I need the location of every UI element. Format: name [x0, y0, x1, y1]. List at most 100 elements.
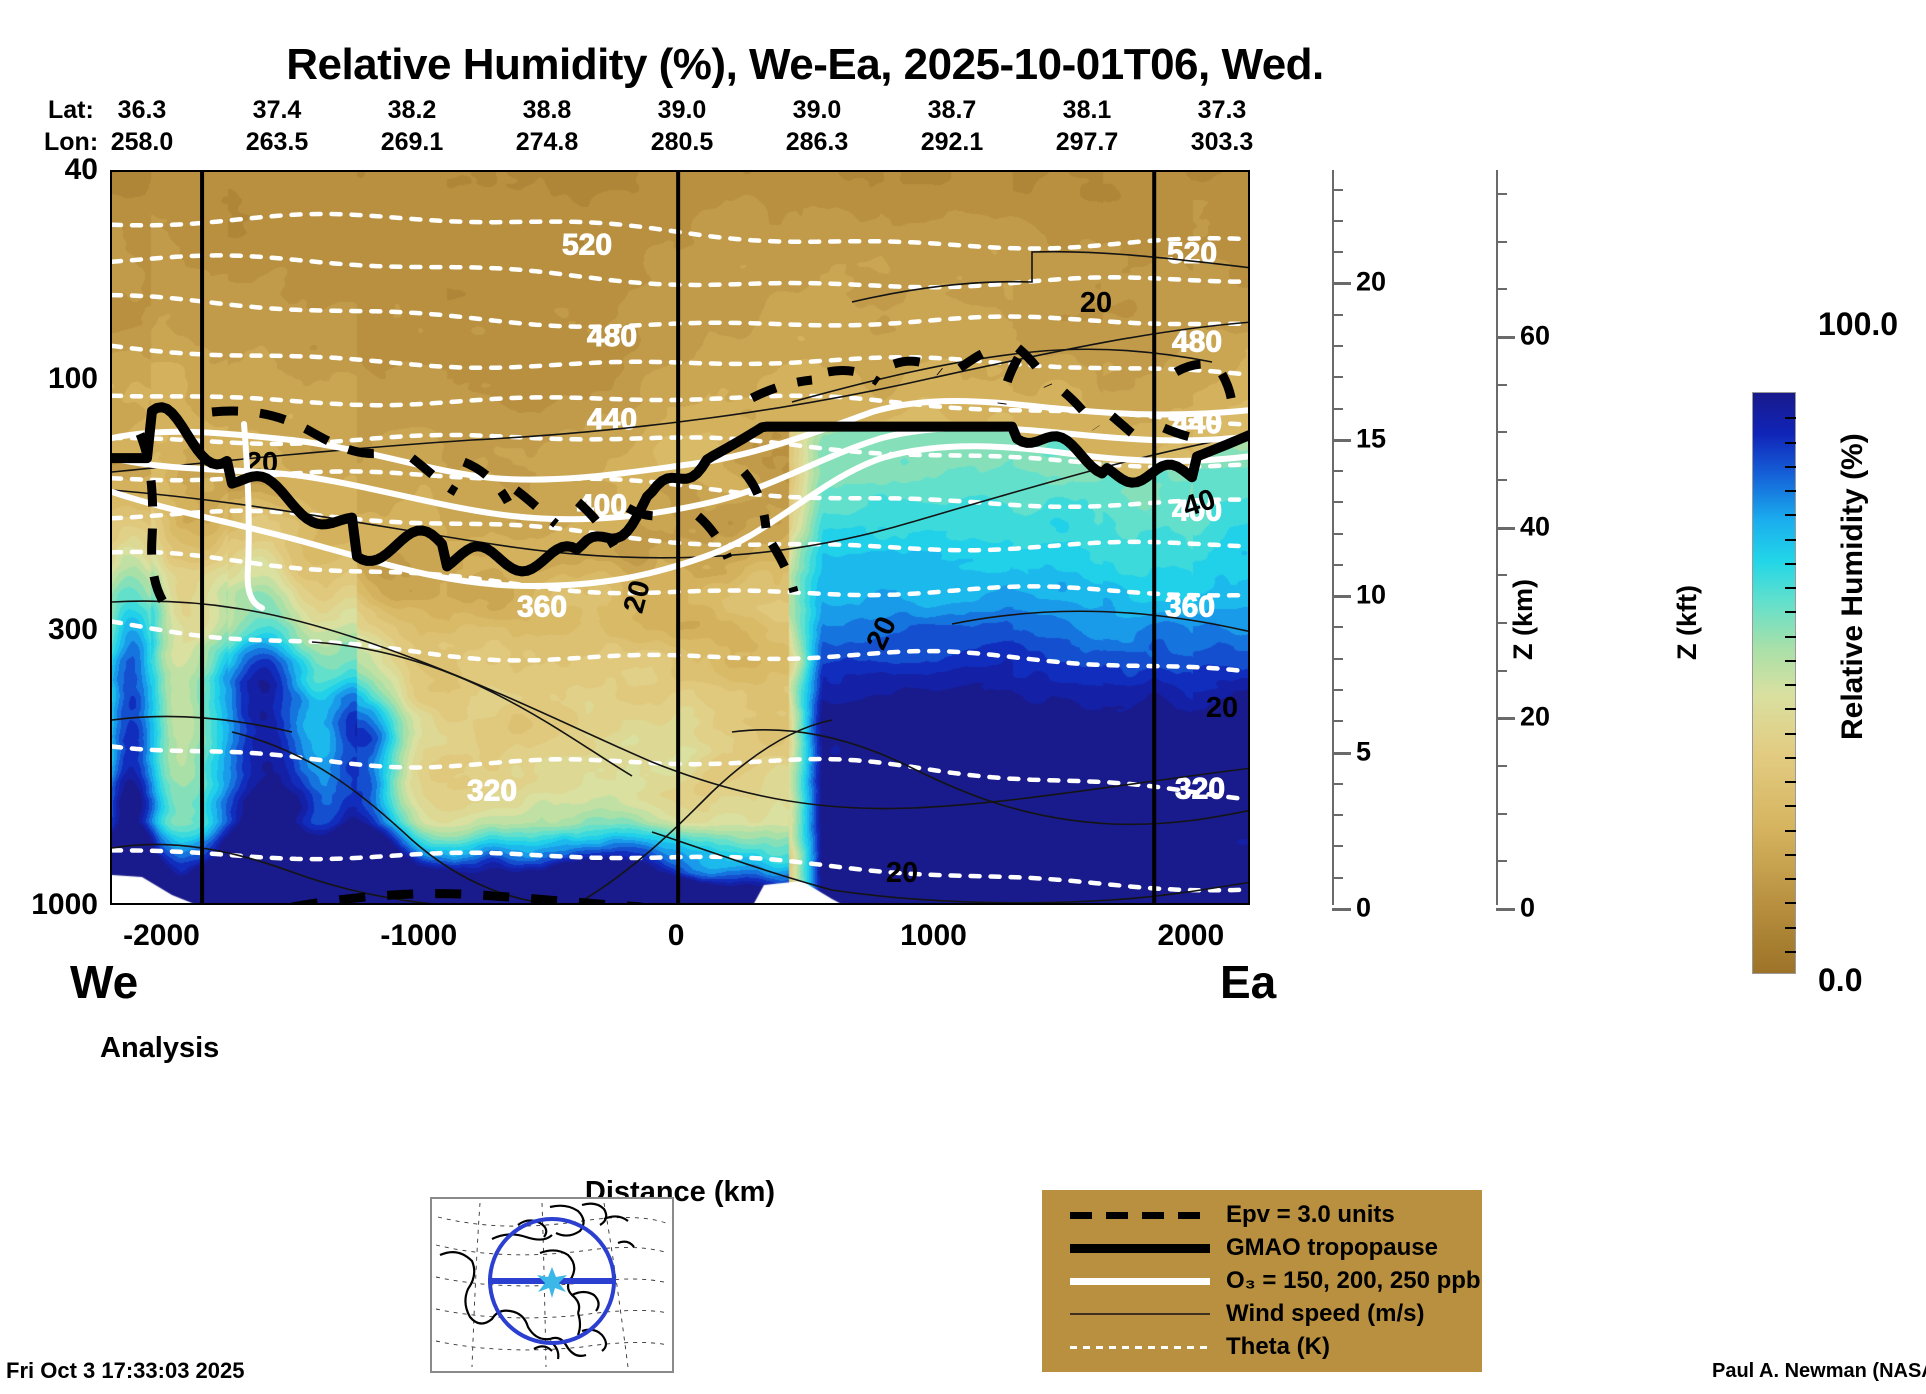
- epv-contour: [749, 375, 813, 403]
- wind-speed-contour: [311, 641, 633, 777]
- zkft-axis-minor-tick: [1496, 669, 1507, 672]
- legend-item: O₃ = 150, 200, 250 ppb: [1042, 1264, 1482, 1297]
- epv-contour: [513, 486, 559, 528]
- z-km-axis-title: Z (km): [1508, 579, 1538, 660]
- zkm-axis-minor-tick: [1332, 501, 1343, 504]
- legend-line-dash: [1070, 1211, 1210, 1219]
- ozone-contour: [112, 443, 1248, 589]
- epv-contour: [1015, 344, 1053, 388]
- longitude-value: 280.5: [650, 128, 714, 156]
- colorbar-tick: [1785, 829, 1796, 832]
- colorbar-tick: [1785, 732, 1796, 735]
- zkm-axis-minor-tick: [1332, 532, 1343, 535]
- west-endpoint-label: We: [70, 956, 139, 1008]
- colorbar-gradient: [1753, 393, 1795, 973]
- zkm-axis-minor-tick: [1332, 188, 1343, 191]
- epv-contour: [135, 432, 170, 609]
- zkm-axis-line: [1332, 170, 1334, 905]
- y-axis-tick-label: 1000: [31, 888, 98, 921]
- cross-section-plot: 520 520 480 480 440 440 400 400 360 360 320 320 20 20…: [110, 170, 1250, 905]
- colorbar-min-label: 0.0: [1818, 962, 1863, 998]
- colorbar-title: Relative Humidity (%): [1836, 433, 1869, 740]
- latitude-value: 38.1: [1062, 96, 1112, 124]
- legend-item: Theta (K): [1042, 1330, 1482, 1363]
- wind-speed-contour: [851, 250, 1248, 303]
- zkm-axis-minor-tick: [1332, 219, 1343, 222]
- zkft-axis-minor-tick: [1496, 812, 1507, 815]
- zkm-axis-major-tick: [1332, 908, 1351, 911]
- longitude-value: 274.8: [515, 128, 579, 156]
- zkft-axis-major-tick: [1496, 908, 1515, 911]
- legend-line-sample: [1070, 1234, 1210, 1262]
- epv-contour: [768, 541, 799, 594]
- ozone-contour: [112, 424, 1248, 523]
- zkm-axis-minor-tick: [1332, 563, 1343, 566]
- epv-contour: [694, 512, 733, 560]
- colorbar-tick: [1785, 781, 1796, 783]
- legend-item-label: Wind speed (m/s): [1226, 1299, 1425, 1327]
- map-inset-svg: [435, 1202, 669, 1368]
- y-axis-tick-label: 100: [47, 362, 98, 396]
- latitude-value: 37.4: [252, 96, 302, 124]
- x-axis-tick-label: -2000: [123, 919, 200, 952]
- theta-contour-label: 520: [562, 229, 612, 262]
- epv-contour: [211, 406, 389, 459]
- wind-speed-contour: [951, 610, 1248, 632]
- analysis-label: Analysis: [100, 1032, 220, 1064]
- wind-speed-contour: [112, 321, 1248, 473]
- wind-speed-contour: [112, 600, 1248, 810]
- epv-contour: [1173, 359, 1218, 376]
- legend-item-label: Epv = 3.0 units: [1226, 1200, 1395, 1228]
- zkm-axis-major-tick: [1332, 595, 1351, 599]
- wind-speed-contour-label: 20: [1080, 287, 1112, 319]
- epv-contour: [409, 454, 459, 496]
- epv-contour: [1218, 371, 1237, 421]
- longitude-value: 269.1: [380, 128, 444, 156]
- colorbar-tick: [1785, 611, 1796, 614]
- legend-item-label: GMAO tropopause: [1226, 1233, 1439, 1261]
- legend-item-label: O₃ = 150, 200, 250 ppb: [1226, 1266, 1481, 1294]
- zkft-axis-tick-label: 40: [1520, 511, 1551, 542]
- z-kft-axis-title: Z (kft): [1672, 585, 1702, 660]
- legend-line-sample: [1070, 1267, 1210, 1295]
- legend-line-sample: [1070, 1333, 1210, 1361]
- colorbar-tick: [1785, 805, 1796, 808]
- zkft-axis-minor-tick: [1496, 764, 1507, 767]
- longitude-value: 292.1: [920, 128, 984, 156]
- colorbar-max-label: 100.0: [1818, 306, 1899, 342]
- epv-contour: [1162, 423, 1205, 445]
- colorbar-tick: [1785, 684, 1796, 686]
- latitude-value: 37.3: [1197, 96, 1247, 124]
- wind-speed-contour: [112, 843, 432, 903]
- zkm-axis-minor-tick: [1332, 251, 1343, 254]
- east-endpoint-label: Ea: [1220, 956, 1277, 1008]
- zkm-axis-tick-label: 15: [1356, 423, 1387, 454]
- zkm-axis-major-tick: [1332, 438, 1351, 442]
- x-axis-tick-label: 1000: [900, 919, 967, 952]
- colorbar-tick: [1785, 417, 1796, 420]
- legend-line-sample: [1070, 1300, 1210, 1328]
- colorbar-tick: [1785, 756, 1796, 759]
- credit-label: Paul A. Newman (NASA: [1712, 1360, 1926, 1382]
- zkft-axis-minor-tick: [1496, 240, 1507, 243]
- longitude-value: 258.0: [110, 128, 174, 156]
- zkft-axis-tick-label: 20: [1520, 701, 1551, 732]
- latitude-value: 39.0: [657, 96, 707, 124]
- colorbar-tick: [1785, 902, 1796, 905]
- wind-speed-contour: [651, 831, 1248, 903]
- zkm-axis-minor-tick: [1332, 689, 1343, 692]
- x-axis-tick-label: 0: [667, 919, 685, 952]
- legend-line-thin: [1070, 1312, 1210, 1315]
- zkft-axis-minor-tick: [1496, 431, 1507, 434]
- zkm-axis-minor-tick: [1332, 470, 1343, 473]
- timestamp-label: Fri Oct 3 17:33:03 2025: [6, 1358, 245, 1383]
- ozone-contour: [112, 397, 1248, 483]
- epv-contour: [827, 365, 881, 386]
- colorbar-tick: [1785, 465, 1796, 468]
- zkm-axis-major-tick: [1332, 282, 1351, 286]
- zkft-axis-minor-tick: [1496, 860, 1507, 863]
- longitude-row: Lon: 258.0 263.5 269.1 274.8 280.5 286.3 292.1…: [0, 128, 1926, 158]
- longitude-value: 286.3: [785, 128, 849, 156]
- legend-line-sample: [1070, 1201, 1210, 1229]
